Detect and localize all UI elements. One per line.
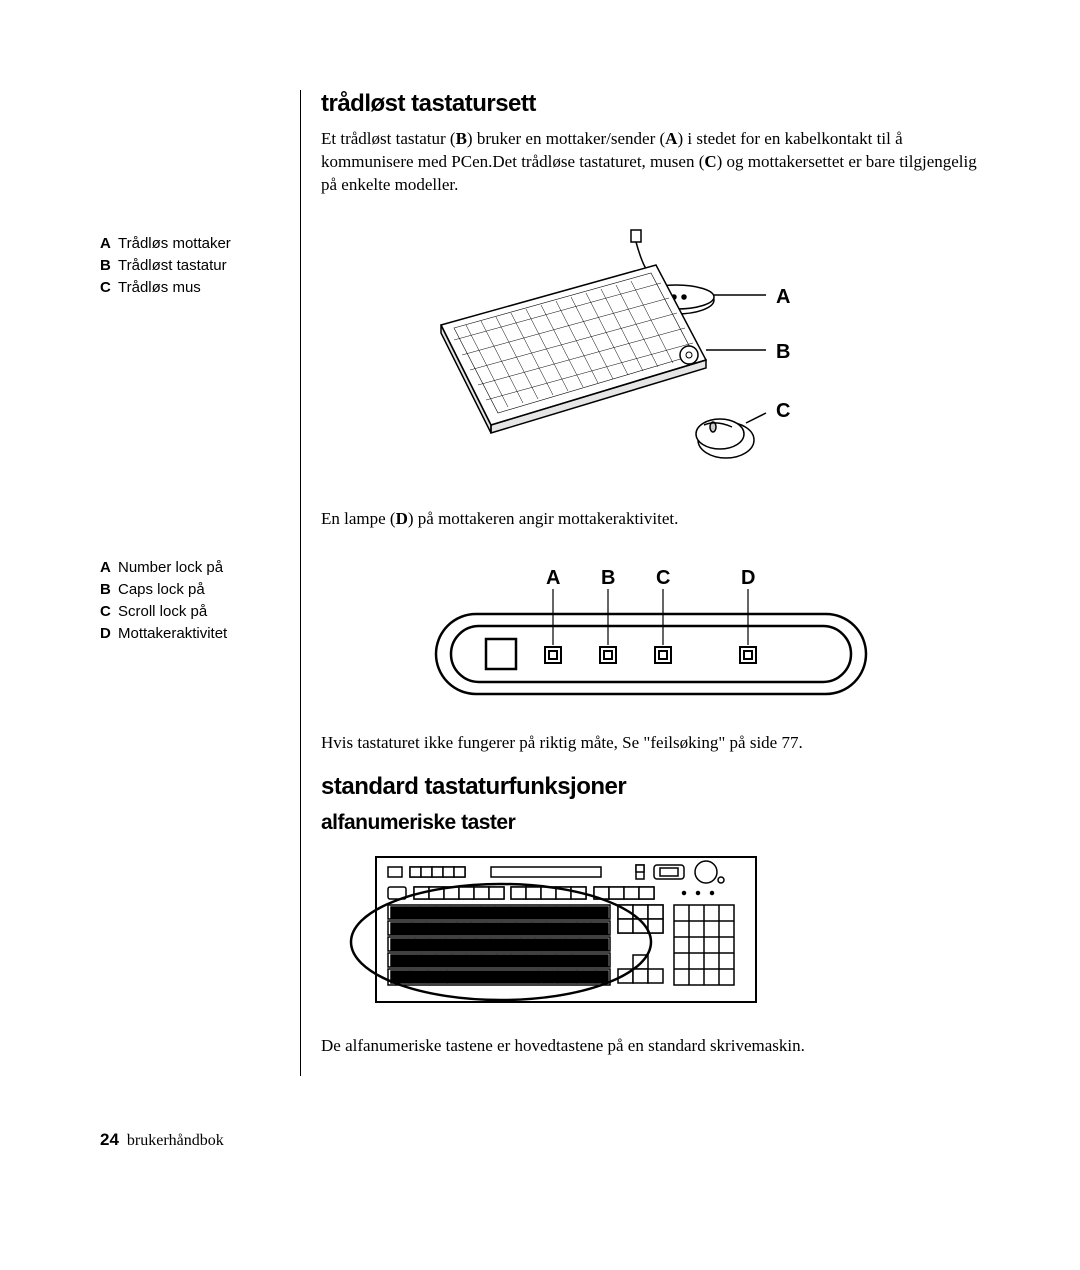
section1-para3: Hvis tastaturet ikke fungerer på riktig … [321, 732, 980, 755]
section-title-wireless: trådløst tastatursett [321, 90, 980, 118]
subsection-title-alpha: alfanumeriske taster [321, 811, 980, 835]
legend2-item-c: CScroll lock på [100, 601, 280, 622]
legend1-item-b: BTrådløst tastatur [100, 255, 280, 276]
legend2-item-b: BCaps lock på [100, 579, 280, 600]
legend1-item-c: CTrådløs mus [100, 277, 280, 298]
footer-label: brukerhåndbok [127, 1132, 224, 1149]
svg-text:B: B [776, 341, 790, 363]
svg-text:C: C [776, 400, 790, 422]
section1-para2: En lampe (D) på mottakeren angir mottake… [321, 508, 980, 531]
legend2-item-a: ANumber lock på [100, 557, 280, 578]
svg-text:C: C [656, 567, 670, 589]
svg-text:D: D [741, 567, 755, 589]
legend1-item-a: ATrådløs mottaker [100, 233, 280, 254]
svg-text:B: B [601, 567, 615, 589]
figure-alpha-keys [321, 847, 980, 1017]
legend2-item-d: DMottakeraktivitet [100, 623, 280, 644]
figure-wireless-set: A [321, 225, 980, 490]
figure-receiver: A B C D [321, 559, 980, 714]
section2-para1: De alfanumeriske tastene er hovedtastene… [321, 1035, 980, 1058]
svg-text:A: A [776, 286, 790, 308]
page-footer: 24 brukerhåndbok [100, 1130, 224, 1150]
page-number: 24 [100, 1130, 119, 1149]
section-title-standard: standard tastaturfunksjoner [321, 773, 980, 801]
section1-para1: Et trådløst tastatur (B) bruker en motta… [321, 128, 980, 197]
svg-text:A: A [546, 567, 560, 589]
